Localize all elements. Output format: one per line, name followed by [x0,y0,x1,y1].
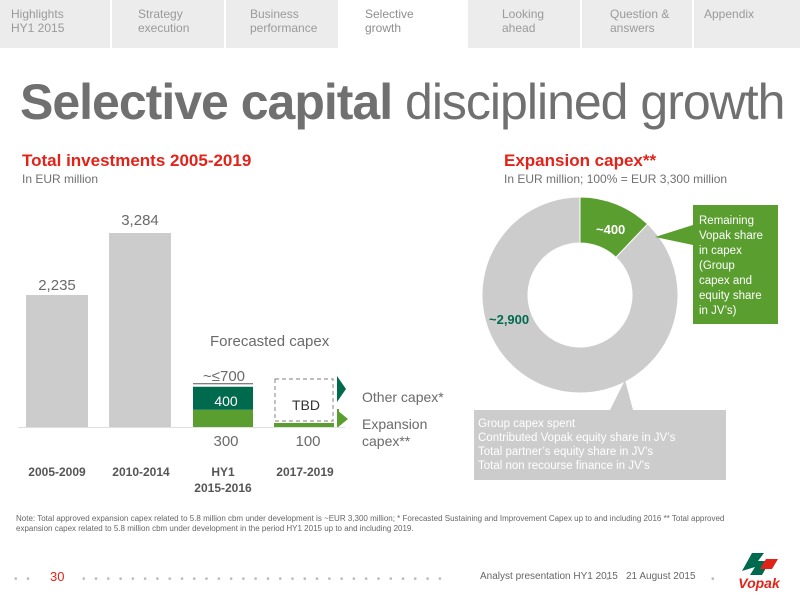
tab-label: Looking [502,7,545,21]
callout-grey-line: Total non recourse finance in JV’s [478,460,650,472]
footer-dots-left: • • [14,574,33,585]
tab-questions[interactable]: Question & answers [582,0,692,48]
tab-label: answers [610,21,655,35]
callout-green-line: equity share [699,290,762,302]
bar-chart [18,233,348,428]
page-number: 30 [50,569,65,584]
tab-selective-growth[interactable]: Selective growth [340,0,466,48]
bar-2005-2009 [26,294,88,427]
tab-label: Appendix [704,7,755,21]
tab-label: Question & [610,7,670,21]
tab-label: ahead [502,21,536,35]
donut-chart [474,196,778,480]
tab-label: Business [250,7,299,21]
page-title: Selective capital disciplined growth [20,70,785,134]
slice-label-400: ~400 [596,222,626,237]
tab-strategy[interactable]: Strategy execution [112,0,224,48]
bar-2010-2014 [109,233,171,427]
tab-business[interactable]: Business performance [226,0,338,48]
other-capex-value-2017: TBD [292,397,320,413]
category-label-2017-2019: 2017-2019 [276,465,334,479]
category-label-hy1: HY1 [211,465,235,479]
donut-chart-title: Expansion capex** [504,151,657,170]
callout-green-line: Remaining [699,215,754,227]
footer-date: 21 August 2015 [626,571,696,582]
bar-2017-other-tbd [274,378,334,422]
callout-green-line: capex and [699,275,753,287]
callout-grey-line: Group capex spent [478,418,576,430]
forecast-title: Forecasted capex [210,333,330,350]
legend-arrow-expansion [337,410,348,428]
legend-expansion-line2: capex** [362,433,411,449]
bar-chart-title: Total investments 2005-2019 [22,151,252,170]
footer-dots-mid: • [606,574,613,585]
callout-green-box: Remaining Vopak share in capex (Group ca… [693,208,778,319]
legend-arrow-other [337,376,346,402]
footer-dots-center: • • • • • • • • • • • • • • • • • • • • … [82,574,445,585]
callout-grey-shape [474,380,726,480]
bar-hy1-other [193,386,253,410]
donut-slice-group-spent [481,196,679,394]
tab-label: growth [365,21,402,35]
bar-hy1-expansion [193,409,253,427]
expansion-value-2017: 100 [295,433,321,450]
callout-green-line: in JV’s) [699,305,737,317]
tab-label: Selective [365,7,414,21]
callout-grey-line: Contributed Vopak equity share in JV’s [478,432,676,444]
top-navigation: Highlights HY1 2015 Strategy execution B… [0,0,800,48]
footer-presentation: Analyst presentation HY1 2015 [480,571,618,582]
tab-appendix[interactable]: Appendix [694,0,800,48]
page-title-bold: Selective capital [20,74,393,130]
expansion-value-hy1: 300 [213,433,239,450]
legend-other-capex: Other capex* [362,389,444,405]
footer-dots-right: • [711,574,718,585]
vopak-logo: Vopak [722,549,796,593]
category-label-2005-2009: 2005-2009 [28,465,86,479]
callout-green-shape [655,205,778,324]
legend-expansion-line1: Expansion [362,416,428,432]
slice-label-2900: ~2,900 [489,312,530,327]
tab-label: performance [250,21,318,35]
page-title-regular: disciplined growth [392,74,785,130]
donut-chart-subtitle: In EUR million; 100% = EUR 3,300 million [504,172,728,186]
category-label-2010-2014: 2010-2014 [112,465,170,479]
tab-looking-ahead[interactable]: Looking ahead [468,0,580,48]
tab-label: Strategy [138,7,183,21]
tab-label: execution [138,21,190,35]
bar-2017-expansion [274,422,334,427]
callout-green-line: (Group [699,260,735,272]
callout-grey-line: Total partner’s equity share in JV’s [478,446,654,458]
category-label-hy1-years: 2015-2016 [194,481,252,495]
tab-highlights[interactable]: Highlights HY1 2015 [0,0,110,48]
bar-value-label-2010-2014: 3,284 [121,212,159,229]
callout-green-line: in capex [699,245,742,257]
forecast-top-label: ~≤700 [202,368,246,385]
bar-value-label-2005-2009: 2,235 [38,277,76,294]
callout-green-line: Vopak share [699,230,763,242]
tab-label: Highlights [11,7,64,21]
bar-chart-subtitle: In EUR million [22,172,99,186]
other-capex-value-hy1: 400 [214,393,238,409]
footnote: Note: Total approved expansion capex rel… [16,514,725,533]
logo-text: Vopak [738,575,780,591]
tab-label: HY1 2015 [11,21,65,35]
callout-grey-box: Group capex spent Contributed Vopak equi… [474,416,724,473]
